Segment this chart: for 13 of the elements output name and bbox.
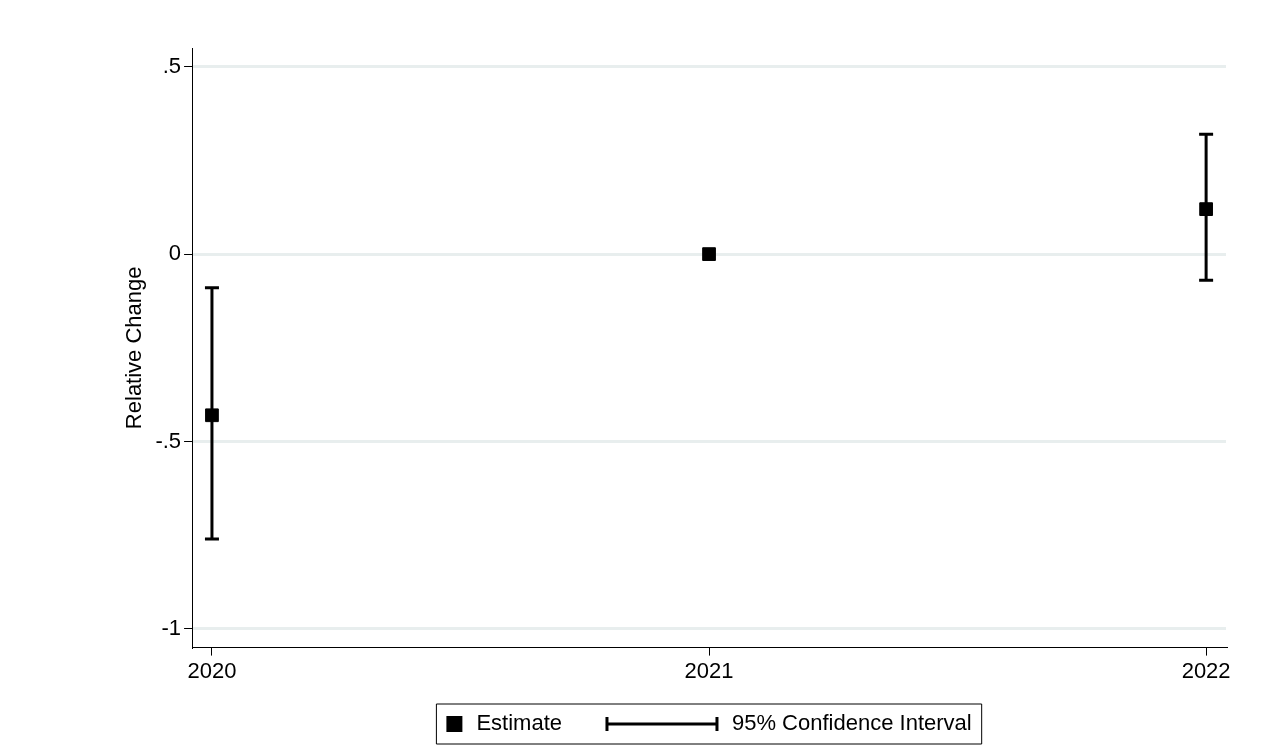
y-tick-label: 0 (168, 240, 182, 266)
y-axis-title: Relative Change (121, 266, 147, 430)
y-tick-label: .5 (162, 52, 182, 78)
y-tick-label: -1 (161, 614, 182, 640)
text: 95% Confidence Interval (731, 710, 972, 736)
legend-label: Estimate (476, 710, 562, 736)
point (702, 247, 716, 261)
x-tick-label: 2020 (187, 657, 237, 683)
x-tick-label: 2022 (1181, 657, 1231, 683)
point (205, 408, 219, 423)
x-tick-label: 2021 (684, 657, 734, 683)
point (1199, 202, 1213, 217)
y-tick-label: -.5 (155, 427, 182, 453)
